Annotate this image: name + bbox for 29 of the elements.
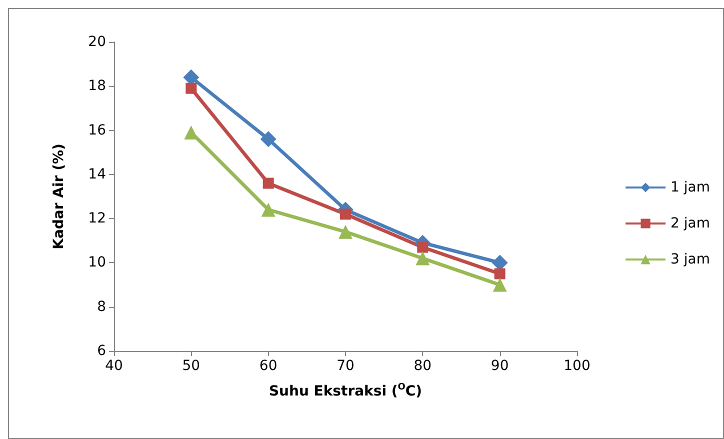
point [340,208,351,220]
y-tick-label: 14 [88,166,106,182]
y-tick-label: 12 [88,210,106,227]
point [416,251,430,266]
x-tick-label: 80 [414,358,432,374]
x-tick-label: 40 [105,358,123,374]
point [261,202,276,217]
legend-label: 1 jam [670,180,710,196]
y-axis-title: Kadar Air (%) [51,144,67,250]
x-tick-label: 100 [564,358,590,374]
legend-label: 3 jam [670,252,710,268]
y-tick-label: 18 [88,78,106,94]
point [338,224,352,239]
x-tick-label: 70 [336,358,354,374]
point [262,178,274,189]
x-tick-label: 90 [490,358,509,374]
point [417,242,428,253]
y-tick-label: 6 [97,343,106,359]
y-tick-label: 16 [88,122,106,138]
x-tick-label: 50 [182,358,200,374]
point [492,278,507,292]
legend-label: 2 jam [670,216,710,232]
point [260,131,276,148]
y-tick-label: 20 [88,34,106,50]
y-tick-label: 10 [88,254,106,271]
point [494,268,506,280]
point [186,82,197,94]
y-tick-label: 8 [97,298,106,315]
x-tick-label: 60 [259,358,278,374]
